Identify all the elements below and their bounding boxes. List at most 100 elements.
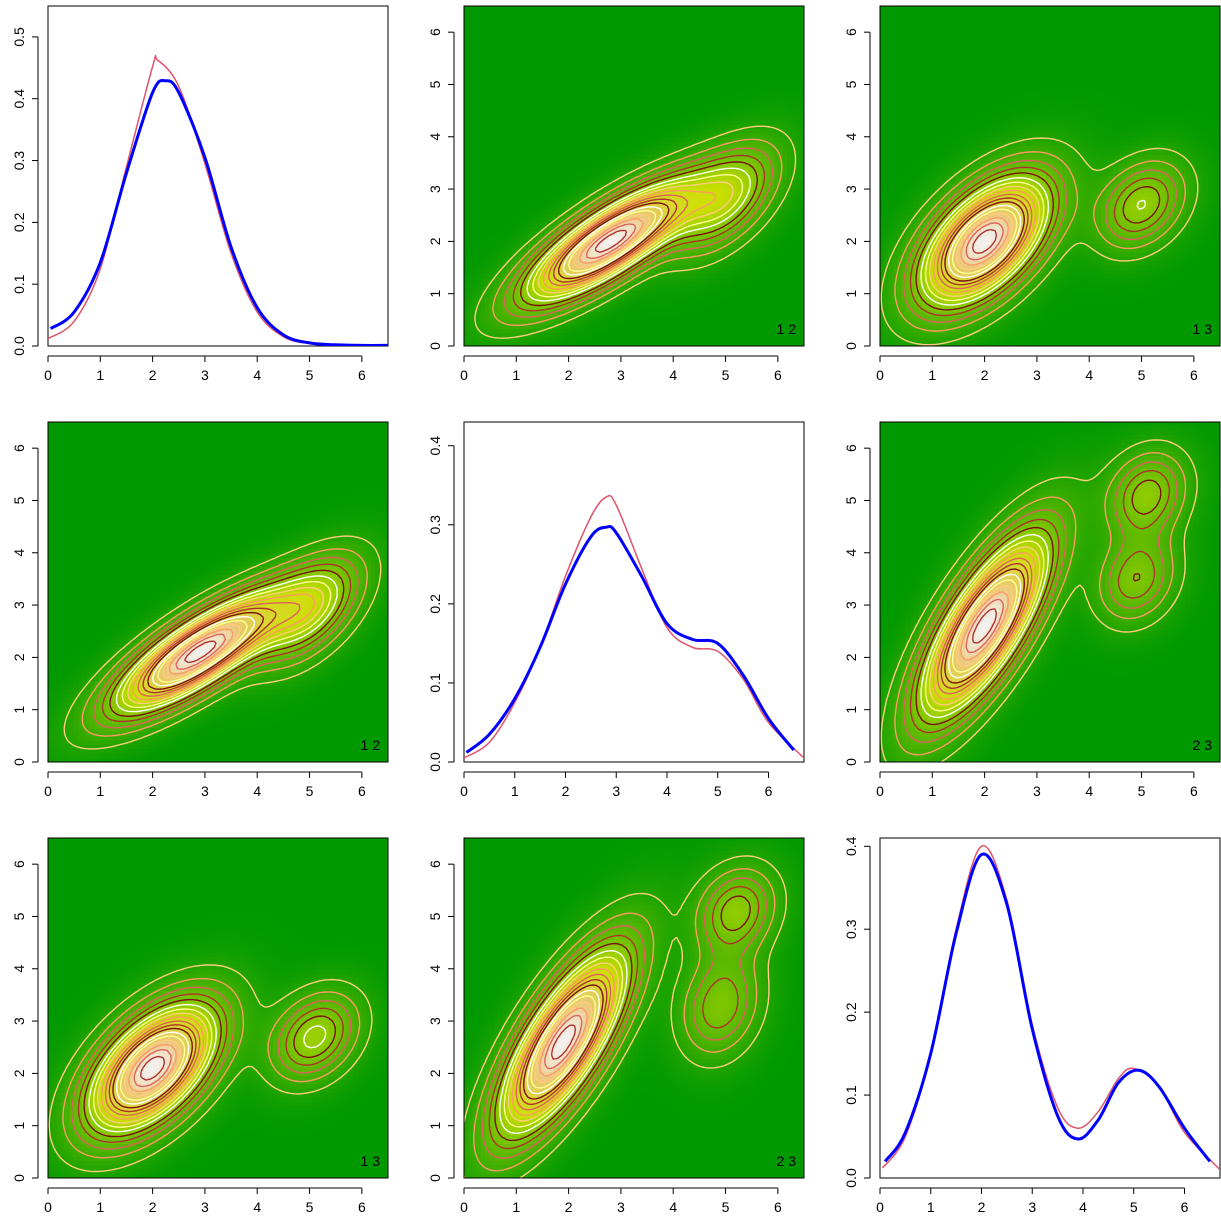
density-contours xyxy=(48,964,373,1173)
x-axis: 0 1 2 3 4 5 6 xyxy=(876,1187,1189,1215)
plot-frame xyxy=(463,5,805,347)
contour-line xyxy=(464,855,787,1178)
contour-line xyxy=(924,540,1045,712)
contour-line xyxy=(474,125,797,339)
contour-line xyxy=(132,593,316,701)
y-tick-label: 1 xyxy=(427,290,443,298)
x-tick-label: 6 xyxy=(358,1199,366,1215)
y-tick-label: 0.3 xyxy=(427,515,443,535)
y-tick-label: 0 xyxy=(11,1174,27,1182)
x-tick-label: 6 xyxy=(765,783,773,799)
x-tick-label: 0 xyxy=(876,1199,884,1215)
contour-line xyxy=(903,461,1178,743)
panel-tag: 1 2 xyxy=(361,737,381,753)
x-tick-label: 5 xyxy=(714,783,722,799)
plot-frame xyxy=(47,837,389,1179)
y-tick-label: 3 xyxy=(11,601,27,609)
contour-line xyxy=(543,190,717,290)
x-tick-label: 0 xyxy=(460,367,468,383)
contour-line xyxy=(142,607,277,694)
y-tick-label: 5 xyxy=(843,80,859,88)
y-tick-label: 5 xyxy=(11,496,27,504)
y-tick-label: 0.5 xyxy=(11,27,27,47)
x-tick-label: 1 xyxy=(927,1199,935,1215)
contour-line xyxy=(924,181,1045,302)
plot-frame xyxy=(463,837,805,1179)
density-image xyxy=(880,422,1220,762)
contour-line xyxy=(515,973,612,1111)
estimate-density-line xyxy=(49,78,388,346)
y-tick-label: 2 xyxy=(843,653,859,661)
x-axis: 0 1 2 3 4 5 6 xyxy=(876,771,1198,799)
contour-line xyxy=(920,177,1146,306)
contour-line xyxy=(960,591,1009,661)
panel-1-3: 1 3 0 1 2 3 4 5 6 0 1 2 3 4 5 6 xyxy=(843,5,1221,383)
panel-2-1: 1 2 0 1 2 3 4 5 6 0 1 2 3 4 5 6 xyxy=(11,421,389,799)
y-tick-label: 0 xyxy=(427,1174,443,1182)
x-tick-label: 3 xyxy=(1033,367,1041,383)
x-tick-label: 4 xyxy=(1079,1199,1087,1215)
y-tick-label: 5 xyxy=(843,496,859,504)
x-tick-label: 3 xyxy=(612,783,620,799)
contour-line xyxy=(526,167,751,302)
panel-2-2: 0 1 2 3 4 5 6 0.0 0.1 0.2 0.3 0.4 xyxy=(427,421,805,799)
y-tick-label: 4 xyxy=(11,549,27,557)
contour-line xyxy=(552,198,678,283)
panel-3-1: 1 3 0 1 2 3 4 5 6 0 1 2 3 4 5 6 xyxy=(11,837,389,1215)
contour-line xyxy=(112,1027,193,1109)
contour-line xyxy=(137,602,301,697)
y-tick-label: 6 xyxy=(427,860,443,868)
y-tick-label: 2 xyxy=(843,237,859,245)
y-tick-label: 6 xyxy=(11,444,27,452)
contour-line xyxy=(503,956,624,1128)
contour-line xyxy=(116,1031,190,1105)
y-tick-label: 4 xyxy=(11,965,27,973)
contour-line xyxy=(894,452,1187,756)
x-tick-label: 3 xyxy=(617,367,625,383)
y-tick-label: 1 xyxy=(11,706,27,714)
y-tick-label: 6 xyxy=(11,860,27,868)
contour-line xyxy=(530,995,597,1089)
contour-line xyxy=(121,581,332,709)
panel-tag: 2 3 xyxy=(777,1153,797,1169)
x-tick-label: 2 xyxy=(149,1199,157,1215)
y-tick-label: 5 xyxy=(427,912,443,920)
density-contours xyxy=(880,137,1199,346)
y-tick-label: 0.1 xyxy=(427,673,443,693)
x-tick-label: 3 xyxy=(1033,783,1041,799)
x-tick-label: 6 xyxy=(1190,367,1198,383)
y-tick-label: 6 xyxy=(843,28,859,36)
density-image xyxy=(48,838,388,1178)
contour-line xyxy=(933,189,1037,293)
y-tick-label: 0.2 xyxy=(843,1002,859,1022)
contour-line xyxy=(104,1020,201,1116)
contour-line xyxy=(936,193,1033,290)
contour-line xyxy=(473,868,776,1172)
y-tick-label: 2 xyxy=(427,237,443,245)
x-tick-label: 6 xyxy=(1190,783,1198,799)
x-tick-label: 1 xyxy=(928,367,936,383)
y-tick-label: 0.4 xyxy=(11,89,27,109)
y-tick-label: 1 xyxy=(11,1122,27,1130)
y-tick-label: 2 xyxy=(427,1069,443,1077)
x-tick-label: 5 xyxy=(306,1199,314,1215)
contour-line xyxy=(972,608,998,644)
y-tick-label: 2 xyxy=(11,1069,27,1077)
x-tick-label: 0 xyxy=(876,783,884,799)
contour-line xyxy=(880,439,1198,762)
y-axis: 0 1 2 3 4 5 6 xyxy=(427,860,455,1182)
y-axis: 0 1 2 3 4 5 6 xyxy=(11,444,39,766)
x-axis: 0 1 2 3 4 5 6 xyxy=(460,1187,782,1215)
x-axis: 0 1 2 3 4 5 6 xyxy=(460,355,782,383)
contour-line xyxy=(948,204,1022,278)
contour-line xyxy=(940,197,1029,286)
contour-line xyxy=(503,147,774,318)
y-axis: 0.0 0.1 0.2 0.3 0.4 0.5 xyxy=(11,27,39,356)
density-contours xyxy=(63,535,382,750)
contour-line xyxy=(594,229,628,253)
contour-line xyxy=(108,1024,197,1113)
contour-line xyxy=(157,620,248,683)
x-tick-label: 6 xyxy=(358,783,366,799)
estimate-density-line xyxy=(883,852,1212,1163)
panel-1-2: 1 2 0 1 2 3 4 5 6 0 1 2 3 4 5 6 xyxy=(427,5,805,383)
